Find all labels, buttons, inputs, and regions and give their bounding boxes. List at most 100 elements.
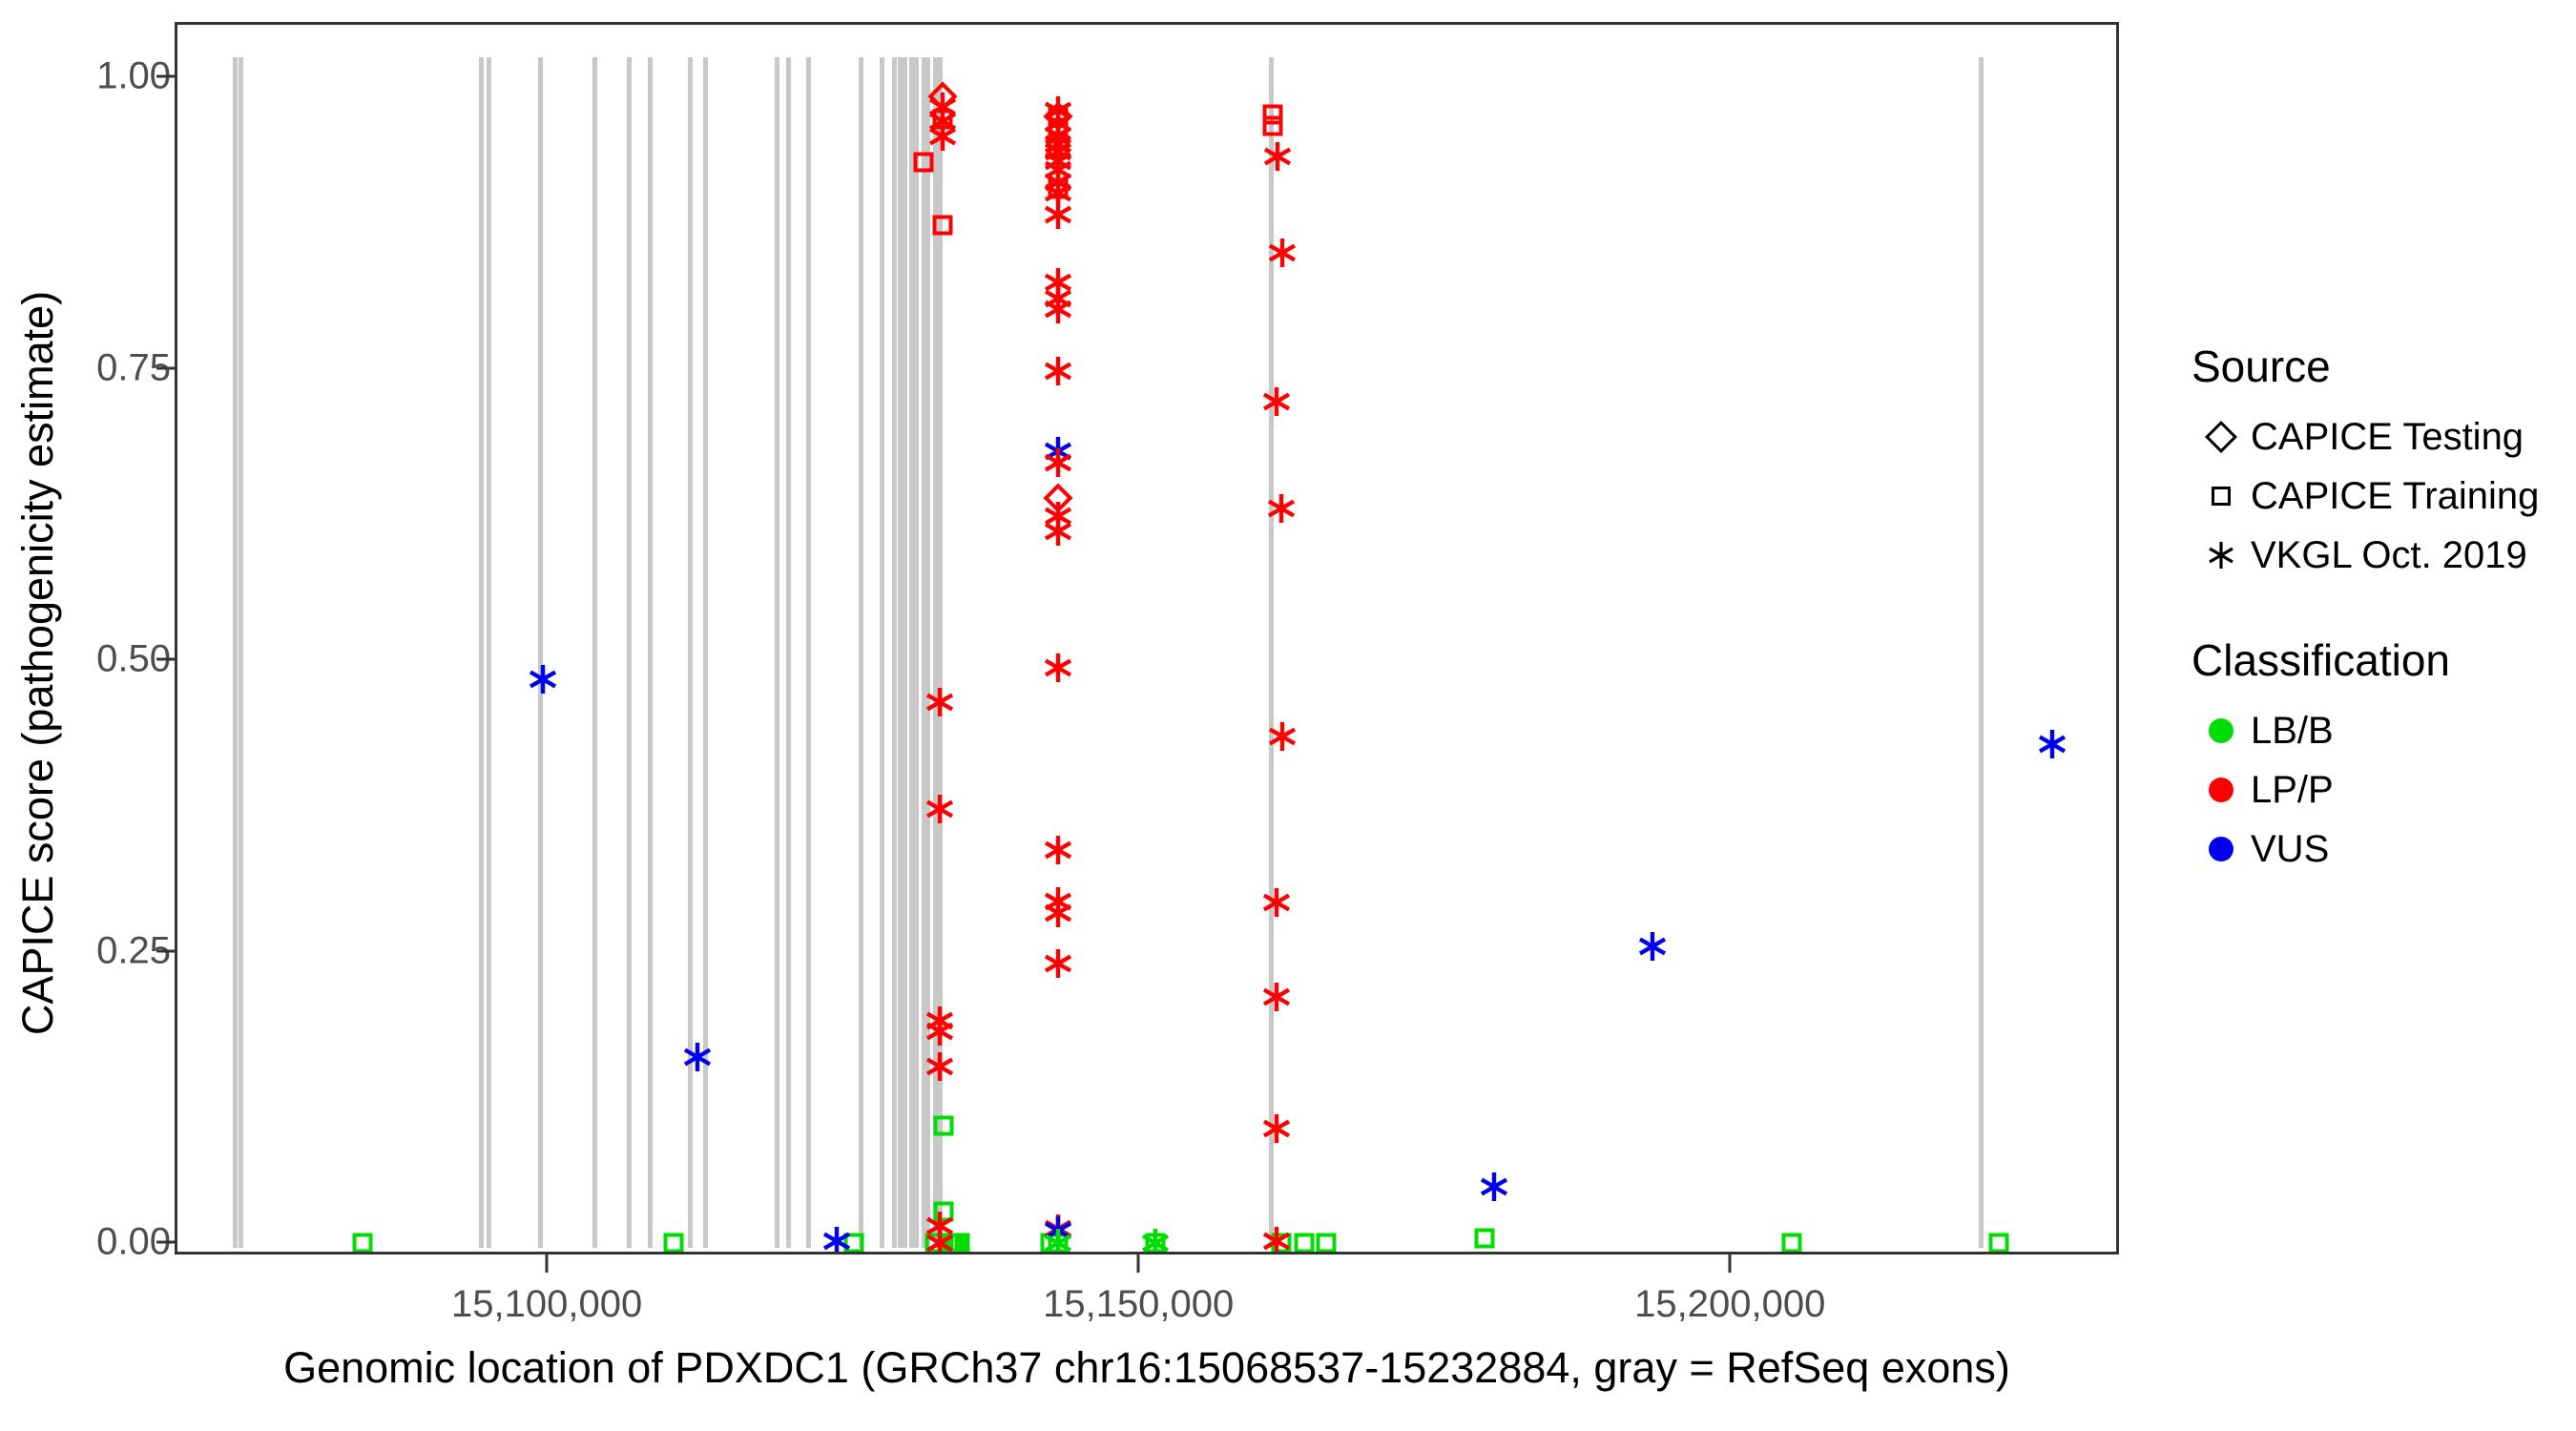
data-point-asterisk — [1260, 886, 1293, 919]
data-point-asterisk — [1261, 140, 1294, 173]
data-point-square — [1145, 1233, 1166, 1252]
legend-label-lbb: LB/B — [2251, 709, 2334, 752]
dot-icon-lpp — [2192, 778, 2251, 802]
data-point-asterisk — [1042, 154, 1074, 186]
y-tick-label: 0.75 — [96, 346, 171, 388]
data-point-square — [1048, 131, 1069, 152]
plot-panel — [175, 22, 2119, 1255]
exon-marker — [858, 57, 863, 1248]
data-point-asterisk — [1042, 1227, 1074, 1252]
x-tick-label: 15,100,000 — [451, 1283, 643, 1325]
data-point-asterisk — [1042, 885, 1074, 918]
data-point-square — [1040, 1233, 1061, 1252]
data-point-asterisk — [1042, 1213, 1074, 1245]
data-point-asterisk — [1042, 355, 1074, 387]
exon-marker — [232, 57, 238, 1248]
data-point-asterisk — [1042, 282, 1074, 315]
legend-label-capice-training: CAPICE Training — [2251, 474, 2540, 517]
data-point-asterisk — [1042, 897, 1074, 929]
legend-item-lbb[interactable]: LB/B — [2192, 701, 2573, 760]
legend-item-capice-training[interactable]: CAPICE Training — [2192, 467, 2573, 526]
exon-marker — [688, 57, 694, 1248]
data-point-square — [933, 1201, 954, 1222]
data-point-square — [1316, 1233, 1337, 1252]
y-tick-mark — [156, 1240, 175, 1244]
exon-marker — [880, 57, 885, 1248]
legend-label-lpp: LP/P — [2251, 768, 2334, 811]
exon-marker — [1269, 57, 1275, 1248]
exon-track — [177, 25, 2116, 1252]
diamond-icon — [2192, 421, 2251, 453]
exon-marker — [897, 57, 903, 1248]
exon-marker — [786, 57, 792, 1248]
data-point-asterisk — [1139, 1227, 1172, 1252]
exon-marker — [703, 57, 709, 1248]
data-point-asterisk — [924, 1005, 956, 1037]
x-tick-mark — [1728, 1255, 1732, 1273]
data-point-asterisk — [1042, 166, 1074, 198]
data-point-square — [1271, 1233, 1292, 1252]
legend-title-source: Source — [2192, 342, 2331, 391]
data-point-asterisk — [1042, 176, 1074, 209]
data-point-asterisk — [2036, 728, 2068, 760]
data-point-asterisk — [1042, 947, 1074, 980]
exon-marker — [626, 57, 632, 1248]
data-point-square — [943, 1233, 964, 1252]
data-point-asterisk — [924, 686, 956, 718]
data-point-asterisk — [1042, 107, 1074, 139]
x-tick-label: 15,150,000 — [1043, 1283, 1235, 1325]
y-tick-mark — [156, 949, 175, 952]
y-tick-mark — [156, 657, 175, 661]
data-point-square — [1262, 104, 1283, 125]
data-point-asterisk — [1636, 930, 1669, 963]
data-point-diamond — [1043, 483, 1073, 513]
exon-marker — [487, 57, 492, 1248]
exon-marker — [902, 57, 907, 1248]
data-point-asterisk — [1042, 135, 1074, 168]
data-point-square — [1781, 1233, 1802, 1252]
legend-group-classification: Classification LB/B LP/P VUS — [2192, 634, 2573, 879]
data-point-square — [947, 1233, 968, 1252]
y-tick-mark — [156, 366, 175, 369]
data-point-asterisk — [1042, 145, 1074, 177]
data-point-square — [1048, 138, 1069, 159]
data-point-asterisk — [924, 793, 956, 825]
exon-marker — [774, 57, 779, 1248]
data-point-square — [352, 1233, 373, 1252]
data-point-asterisk — [924, 1050, 956, 1083]
data-point-asterisk — [1478, 1171, 1510, 1203]
data-point-square — [1294, 1233, 1315, 1252]
data-point-asterisk — [926, 120, 959, 153]
dot-icon-lbb — [2192, 718, 2251, 743]
data-point-square — [843, 1233, 864, 1252]
data-point-asterisk — [924, 1015, 956, 1047]
legend-item-vkgl[interactable]: VKGL Oct. 2019 — [2192, 526, 2573, 585]
y-tick-label: 1.00 — [96, 54, 171, 97]
data-point-asterisk — [1042, 834, 1074, 866]
data-point-asterisk — [1042, 198, 1074, 231]
data-point-asterisk — [1266, 237, 1298, 269]
y-tick-label: 0.50 — [96, 637, 171, 680]
data-point-asterisk — [1042, 293, 1074, 325]
data-point-asterisk — [681, 1041, 714, 1073]
data-point-asterisk — [1042, 1214, 1074, 1247]
exon-marker — [806, 57, 812, 1248]
exon-marker — [648, 57, 654, 1248]
exon-marker — [478, 57, 484, 1248]
data-point-asterisk — [1042, 500, 1074, 532]
legend-item-vus[interactable]: VUS — [2192, 819, 2573, 879]
exon-marker — [909, 57, 915, 1248]
legend-item-lpp[interactable]: LP/P — [2192, 760, 2573, 819]
exon-marker — [537, 57, 543, 1248]
legend-item-capice-testing[interactable]: CAPICE Testing — [2192, 407, 2573, 467]
exon-marker — [925, 57, 931, 1248]
data-point-square — [913, 152, 934, 173]
square-icon — [2192, 487, 2251, 506]
x-tick-label: 15,200,000 — [1634, 1283, 1826, 1325]
legend: Source CAPICE Testing CAPICE Training VK… — [2192, 341, 2573, 928]
data-point-square — [941, 1233, 962, 1252]
legend-label-vus: VUS — [2251, 827, 2330, 870]
data-point-square — [945, 1233, 966, 1252]
exon-marker — [1979, 57, 1984, 1248]
